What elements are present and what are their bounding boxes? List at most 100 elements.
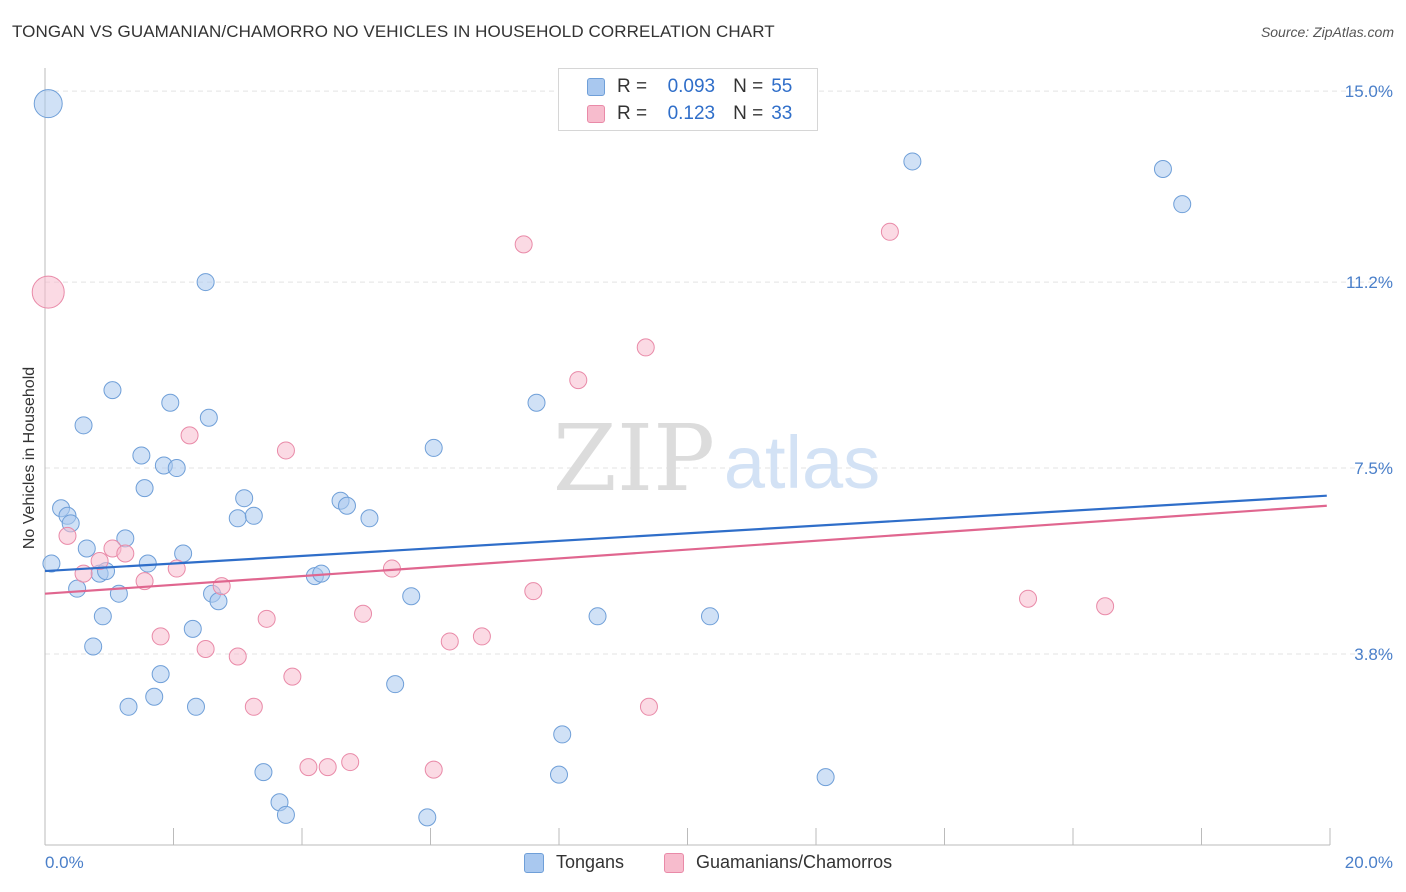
tongans-trend-line [44,494,1327,573]
legend-n-value-guamanians: 33 [771,103,793,124]
tongan-point [199,408,218,427]
guamanian-point [424,760,443,779]
legend-swatch-tongans [524,852,544,873]
guamanian-point [569,371,588,390]
tongan-point [276,805,295,824]
tick-labels: 3.8% 7.5% 11.2% 15.0% 0.0% 20.0% [45,82,1393,872]
guamanian-point [276,441,295,460]
legend-n-value-tongans: 55 [771,76,793,97]
tongan-point [418,808,437,827]
correlation-legend: R = 0.093 N = 55 R = 0.123 N = 33 [558,68,818,131]
tongan-point [174,544,193,563]
watermark: ZIP atlas [553,405,880,512]
guamanian-point [90,552,109,571]
tongan-point [132,446,151,465]
source-credit: Source: ZipAtlas.com [1260,24,1394,40]
x-tick-label-max: 20.0% [1345,853,1393,872]
watermark-atlas: atlas [724,421,880,504]
legend-label-guamanians: Guamanians/Chamorros [696,852,893,872]
tongan-point [33,89,63,119]
guamanian-point [341,753,360,772]
guamanian-point [257,609,276,628]
legend-r-value-tongans: 0.093 [667,76,716,97]
legend-r-label: R = [617,103,648,124]
tongan-point [816,768,835,787]
guamanian-point [196,639,215,658]
guamanian-point [318,758,337,777]
legend-n-label: N = [733,76,764,97]
tongan-point [527,393,546,412]
tongan-point [360,509,379,528]
series-legend: Tongans Guamanians/Chamorros [0,852,1406,876]
axes [44,68,1331,846]
guamanian-point [244,697,263,716]
legend-item-tongans: Tongans [524,852,624,873]
tongan-point [186,697,205,716]
tongan-point [138,554,157,573]
legend-r-label: R = [617,76,648,97]
tongan-point [1153,159,1172,178]
tongan-point [77,539,96,558]
regression-lines [44,494,1327,595]
tongan-point [167,459,186,478]
legend-r-value-guamanians: 0.123 [667,103,716,124]
tongan-point [119,697,138,716]
guamanian-point [440,632,459,651]
legend-item-guamanians: Guamanians/Chamorros [664,852,892,873]
guamanian-point [151,627,170,646]
tongan-point [235,489,254,508]
tongan-point [68,579,87,598]
tongan-point [1173,195,1192,214]
tongan-point [183,619,202,638]
tongan-point [553,725,572,744]
guamanian-point [31,275,65,309]
tongan-point [254,763,273,782]
guamanian-point [58,526,77,545]
tongan-point [145,687,164,706]
legend-row-tongans: R = 0.093 N = 55 [587,75,792,99]
guamanian-point [299,758,318,777]
y-tick-label: 15.0% [1345,82,1393,101]
tongan-point [135,479,154,498]
tongan-point [93,607,112,626]
guamanian-point [283,667,302,686]
guamanian-point [1096,597,1115,616]
tongan-point [84,637,103,656]
guamanian-point [636,338,655,357]
chart-title: TONGAN VS GUAMANIAN/CHAMORRO NO VEHICLES… [12,22,775,41]
tongan-point [337,496,356,515]
tongan-point [209,592,228,611]
legend-swatch-tongans [587,78,605,96]
guamanian-point [135,572,154,591]
guamanian-point [524,582,543,601]
tongan-point [588,607,607,626]
legend-swatch-guamanians [664,852,684,873]
y-tick-label: 11.2% [1346,273,1393,292]
x-tick-label-min: 0.0% [45,853,84,872]
tongan-point [386,675,405,694]
guamanian-point [354,604,373,623]
guamanian-point [639,697,658,716]
tongan-point [103,381,122,400]
guamanian-point [180,426,199,445]
guamanian-point [880,222,899,241]
watermark-zip: ZIP [553,405,715,512]
tongan-point [550,765,568,784]
guamanian-point [116,544,135,563]
y-tick-label: 7.5% [1354,459,1393,478]
guamanian-point [514,235,533,254]
legend-swatch-guamanians [587,105,605,123]
legend-n-label: N = [733,103,764,124]
y-axis-title: No Vehicles in Household [21,367,38,549]
guamanian-point [1019,589,1038,608]
tongan-point [244,506,263,525]
tongan-point [903,152,922,171]
guamanian-point [472,627,491,646]
tongan-point [161,393,180,412]
guamanian-point [228,647,247,666]
tongan-point [74,416,93,435]
data-points [31,89,1192,827]
tongan-point [700,607,719,626]
guamanians-trend-line [44,504,1327,595]
